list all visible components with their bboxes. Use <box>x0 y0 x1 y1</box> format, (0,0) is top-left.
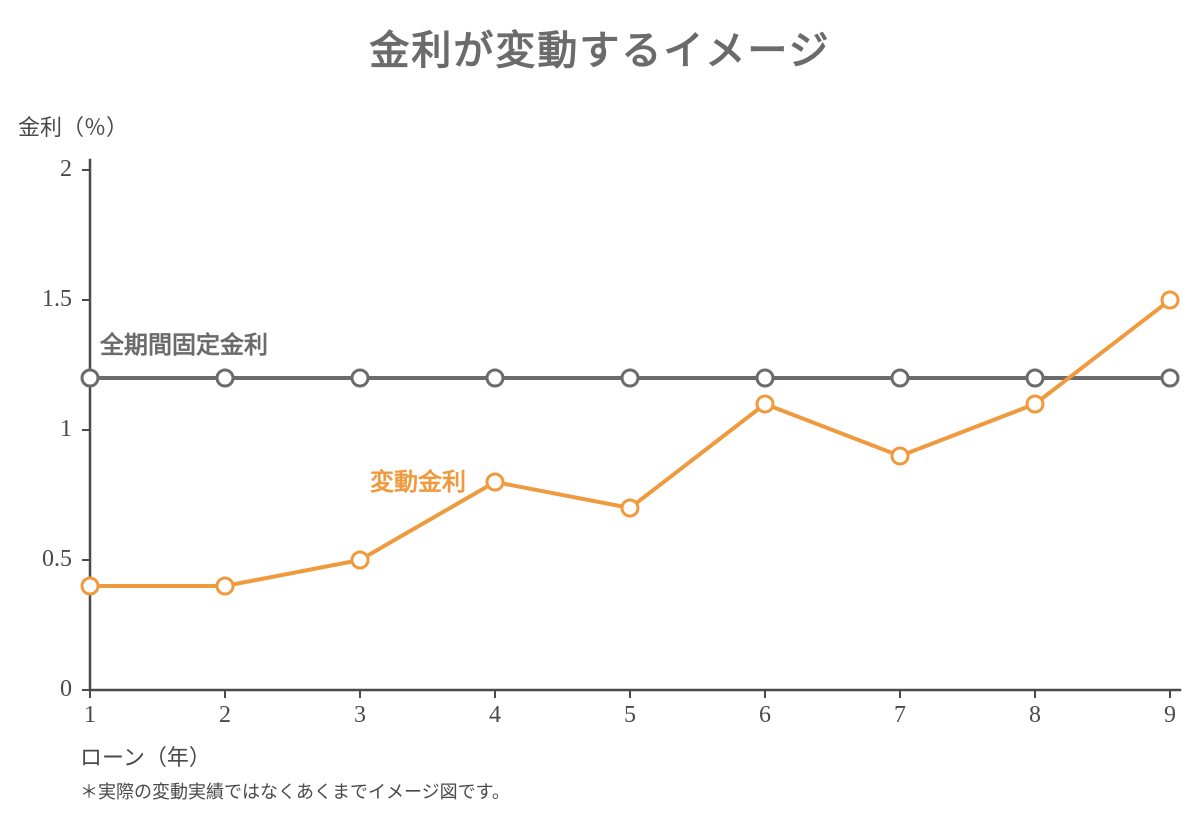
series-label-fixed: 全期間固定金利 <box>100 325 268 360</box>
y-tick-label: 2 <box>60 156 72 183</box>
chart-container: { "chart": { "type": "line", "title": "金… <box>0 0 1200 818</box>
y-tick-label: 0.5 <box>42 546 72 573</box>
x-tick-label: 2 <box>205 702 245 729</box>
x-tick-label: 1 <box>70 702 110 729</box>
series-label-variable: 変動金利 <box>370 462 466 497</box>
x-tick-label: 7 <box>880 702 920 729</box>
x-tick-label: 9 <box>1150 702 1190 729</box>
x-tick-label: 6 <box>745 702 785 729</box>
x-tick-label: 8 <box>1015 702 1055 729</box>
y-tick-label: 1.5 <box>42 286 72 313</box>
plot-svg <box>0 0 1200 818</box>
y-tick-label: 1 <box>60 416 72 443</box>
y-tick-label: 0 <box>60 676 72 703</box>
x-tick-label: 5 <box>610 702 650 729</box>
x-tick-label: 4 <box>475 702 515 729</box>
x-tick-label: 3 <box>340 702 380 729</box>
